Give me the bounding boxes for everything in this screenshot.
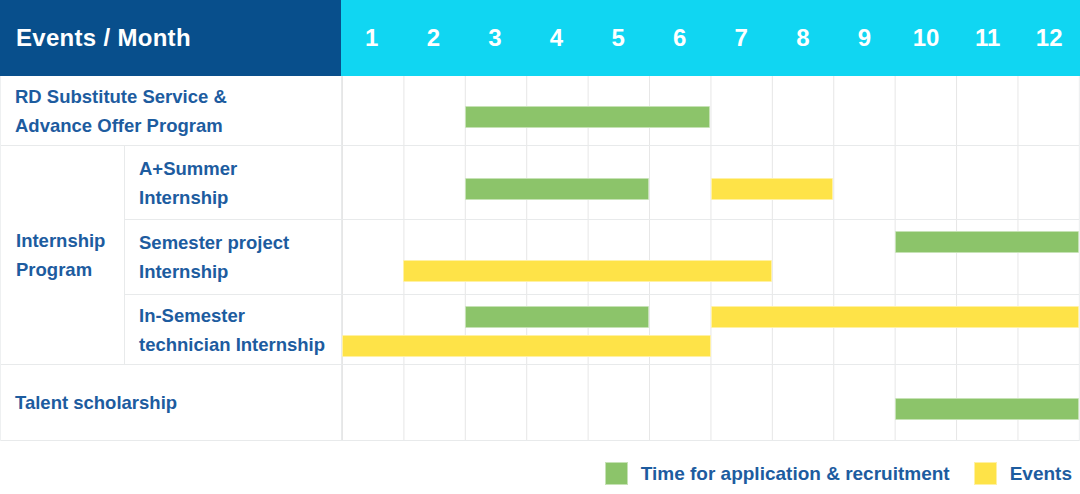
row-label-line: A+Summer — [139, 154, 341, 183]
row-label-line: Talent scholarship — [15, 388, 341, 417]
row-label-line: RD Substitute Service & — [15, 82, 341, 111]
application-bar — [465, 306, 649, 328]
row-label: Semester projectInternship — [125, 220, 342, 294]
row-label-line: Internship — [139, 257, 341, 286]
row-talent-scholarship: Talent scholarship — [1, 365, 1079, 441]
header-title: Events / Month — [0, 0, 341, 76]
row-rd-substitute-service: RD Substitute Service &Advance Offer Pro… — [1, 76, 1079, 146]
group-label-line: Program — [16, 255, 124, 284]
legend-label: Time for application & recruitment — [641, 463, 950, 485]
legend: Time for application & recruitment Events — [0, 462, 1080, 485]
row-timeline — [342, 146, 1079, 219]
row-timeline — [342, 76, 1079, 145]
month-label: 12 — [1018, 0, 1080, 76]
month-label: 6 — [649, 0, 711, 76]
events-bar — [711, 306, 1080, 328]
row-label: RD Substitute Service &Advance Offer Pro… — [1, 76, 342, 145]
application-swatch — [605, 462, 628, 485]
month-label: 7 — [710, 0, 772, 76]
month-label: 3 — [464, 0, 526, 76]
row-in-semester-technician-internship: In-Semestertechnician Internship — [125, 295, 1079, 364]
row-timeline — [342, 365, 1079, 440]
internship-program-group: InternshipProgramA+SummerInternshipSemes… — [1, 146, 1079, 365]
group-label: InternshipProgram — [1, 146, 125, 364]
table-body: RD Substitute Service &Advance Offer Pro… — [0, 76, 1080, 441]
row-label-line: Internship — [139, 183, 341, 212]
month-label: 4 — [526, 0, 588, 76]
application-bar — [895, 231, 1079, 253]
events-bar — [342, 335, 711, 357]
row-label-line: Advance Offer Program — [15, 111, 341, 140]
row-label: A+SummerInternship — [125, 146, 342, 219]
legend-item-application: Time for application & recruitment — [605, 462, 950, 485]
month-header: 123456789101112 — [341, 0, 1080, 76]
month-label: 11 — [957, 0, 1019, 76]
legend-item-events: Events — [974, 462, 1072, 485]
events-bar — [711, 178, 834, 200]
month-label: 10 — [895, 0, 957, 76]
group-label-line: Internship — [16, 226, 124, 255]
month-label: 8 — [772, 0, 834, 76]
application-bar — [465, 178, 649, 200]
row-label-line: technician Internship — [139, 330, 341, 359]
month-label: 5 — [587, 0, 649, 76]
row-a-plus-summer-internship: A+SummerInternship — [125, 146, 1079, 220]
events-bar — [403, 260, 772, 282]
row-label-line: Semester project — [139, 228, 341, 257]
application-bar — [465, 106, 711, 128]
events-swatch — [974, 462, 997, 485]
legend-label: Events — [1010, 463, 1072, 485]
header-row: Events / Month 123456789101112 — [0, 0, 1080, 76]
application-bar — [895, 398, 1079, 420]
row-label: In-Semestertechnician Internship — [125, 295, 342, 364]
month-label: 1 — [341, 0, 403, 76]
gantt-chart: Events / Month 123456789101112 RD Substi… — [0, 0, 1080, 494]
row-label: Talent scholarship — [1, 365, 342, 440]
row-timeline — [342, 220, 1079, 294]
month-label: 2 — [403, 0, 465, 76]
row-semester-project-internship: Semester projectInternship — [125, 220, 1079, 295]
row-label-line: In-Semester — [139, 301, 341, 330]
month-label: 9 — [834, 0, 896, 76]
row-timeline — [342, 295, 1079, 364]
group-rows: A+SummerInternshipSemester projectIntern… — [125, 146, 1079, 364]
